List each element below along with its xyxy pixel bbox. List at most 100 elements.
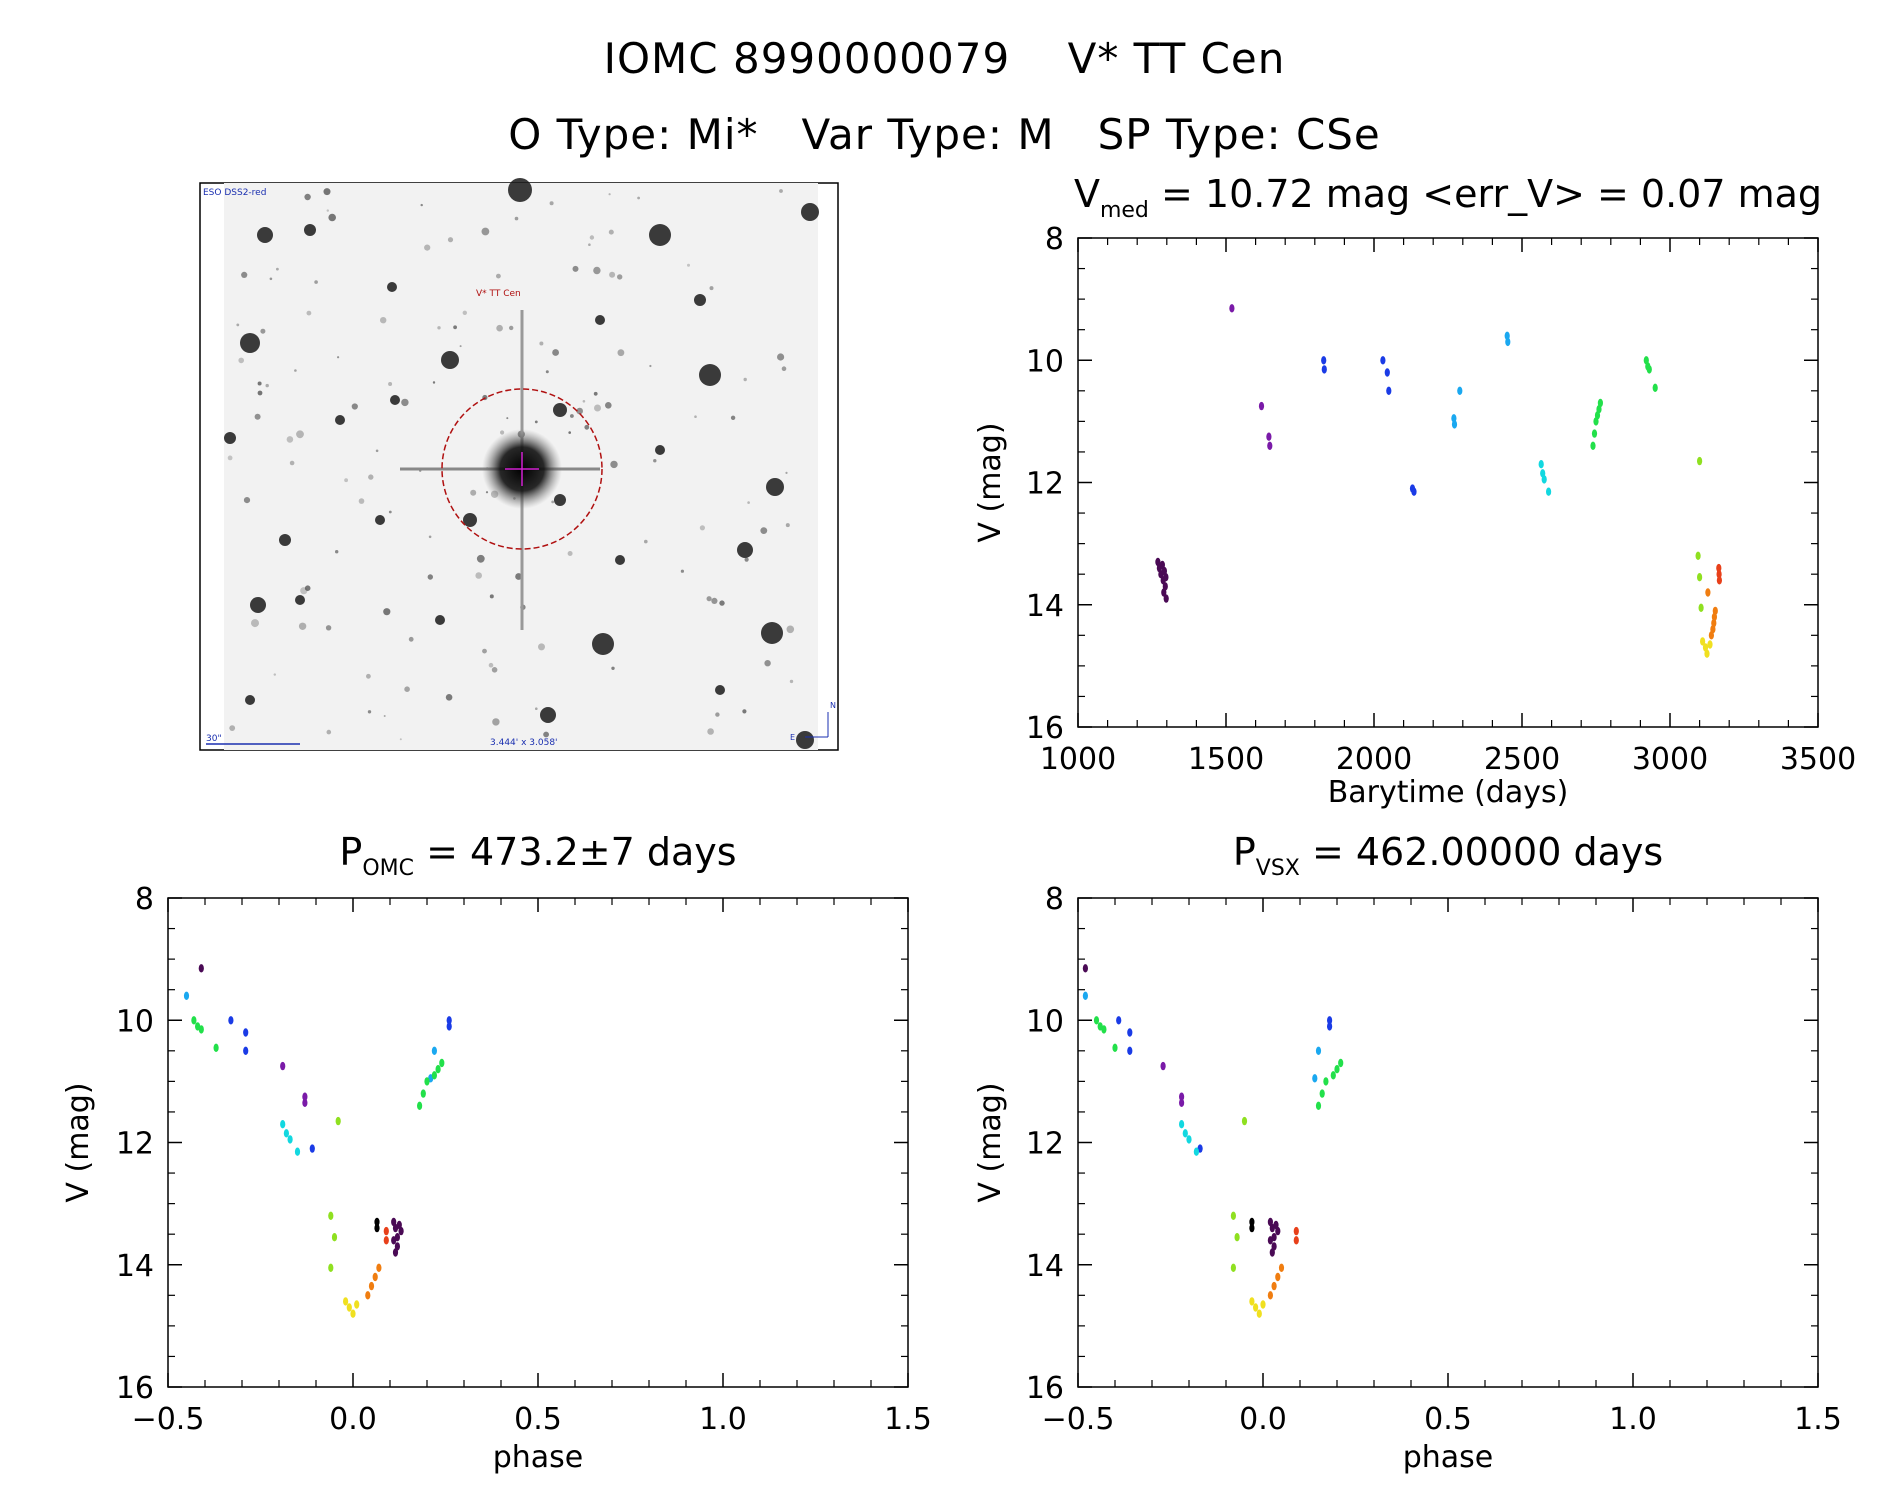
star-field (224, 178, 819, 749)
field-star (375, 449, 379, 453)
y-tick-label: 8 (135, 882, 154, 917)
field-star (470, 489, 477, 496)
y-tick-label: 16 (116, 1371, 154, 1406)
data-point (1451, 420, 1458, 429)
data-point (1652, 383, 1658, 392)
field-star (408, 636, 414, 642)
field-star (432, 381, 436, 384)
field-star (224, 432, 236, 444)
data-point (1541, 475, 1547, 484)
field-star (545, 370, 549, 374)
field-star (540, 707, 556, 723)
field-star (404, 686, 410, 692)
data-point (191, 1016, 197, 1025)
data-point (198, 964, 204, 973)
data-point (1249, 1217, 1255, 1227)
data-point (1321, 356, 1327, 365)
field-star (420, 203, 423, 207)
field-star (568, 431, 571, 434)
lightcurve-plot: 1000 1500 2000 2500 3000 3500 8 10 12 14 16 Barytim… (973, 172, 1856, 810)
data-point (1269, 1248, 1275, 1257)
data-point (1249, 1297, 1255, 1306)
data-point (435, 1065, 441, 1074)
data-point (183, 991, 190, 1000)
field-star (243, 497, 251, 504)
field-star (492, 718, 500, 726)
x-axis-label: phase (1403, 1440, 1494, 1475)
field-star (605, 402, 612, 409)
y-tick-label: 10 (1026, 344, 1064, 379)
data-point (243, 1046, 249, 1056)
data-point (1319, 1089, 1325, 1098)
x-tick-label: 1.5 (884, 1402, 932, 1437)
data-point (365, 1291, 371, 1300)
data-point (1698, 603, 1704, 612)
field-star (649, 224, 671, 246)
data-point (1179, 1092, 1185, 1101)
data-point (309, 1144, 315, 1153)
data-point (1230, 1211, 1236, 1221)
field-star (388, 510, 392, 514)
field-star (747, 501, 750, 504)
field-star (592, 633, 614, 655)
x-tick-label: 3000 (1632, 742, 1708, 777)
field-star (694, 415, 697, 419)
data-point (1411, 487, 1417, 496)
y-tick-label: 16 (1026, 711, 1064, 746)
field-star (323, 188, 331, 196)
y-tick-label: 12 (116, 1127, 154, 1162)
data-point (372, 1272, 378, 1282)
field-star (375, 515, 385, 525)
field-star (554, 494, 566, 506)
field-star (709, 286, 714, 291)
field-star (462, 310, 467, 315)
field-star (358, 498, 365, 504)
data-point (1260, 1300, 1266, 1309)
data-point (1271, 1281, 1277, 1291)
data-point (424, 1077, 430, 1086)
field-star (570, 414, 574, 418)
field-star (251, 619, 259, 628)
data-point (1457, 386, 1463, 395)
data-point (350, 1309, 356, 1318)
field-star (257, 390, 263, 396)
data-point (1327, 1016, 1333, 1025)
field-star (241, 271, 248, 278)
data-point (243, 1028, 249, 1037)
field-star (515, 573, 522, 580)
data-point (1249, 1223, 1255, 1233)
x-tick-label: 1.5 (1794, 1402, 1842, 1437)
x-tick-label: 3500 (1780, 742, 1856, 777)
data-point (392, 1248, 399, 1257)
data-point (1267, 1291, 1273, 1300)
data-point (328, 1211, 334, 1221)
title-subscript: OMC (362, 856, 414, 881)
title-subscript: VSX (1256, 856, 1300, 881)
field-star (593, 266, 601, 275)
data-point (331, 1233, 338, 1242)
y-tick-label: 14 (1026, 589, 1064, 624)
y-tick-label: 14 (116, 1249, 154, 1284)
field-star (535, 707, 538, 710)
data-point (1229, 304, 1235, 313)
phase_vsx-plot: −0.5 0.0 0.5 1.0 1.5 8 10 12 14 16 phase V (mag) PVS… (973, 830, 1842, 1475)
field-star (304, 193, 311, 201)
x-axis-label: phase (493, 1440, 584, 1475)
field-star (265, 383, 269, 388)
field-star (687, 263, 690, 267)
field-star (445, 694, 453, 701)
y-axis-label: V (mag) (973, 422, 1008, 542)
y-tick-label: 8 (1045, 882, 1064, 917)
field-star (576, 407, 583, 415)
data-point (1384, 368, 1390, 377)
field-star (481, 227, 490, 236)
field-star (552, 349, 559, 356)
field-star (437, 326, 441, 330)
data-point (446, 1022, 452, 1031)
plot-title: PVSX = 462.00000 days (1233, 830, 1663, 881)
title-main: P (339, 830, 362, 874)
field-star (588, 243, 591, 246)
data-point (1186, 1135, 1192, 1144)
data-point (376, 1263, 382, 1273)
data-point (1315, 1046, 1322, 1056)
